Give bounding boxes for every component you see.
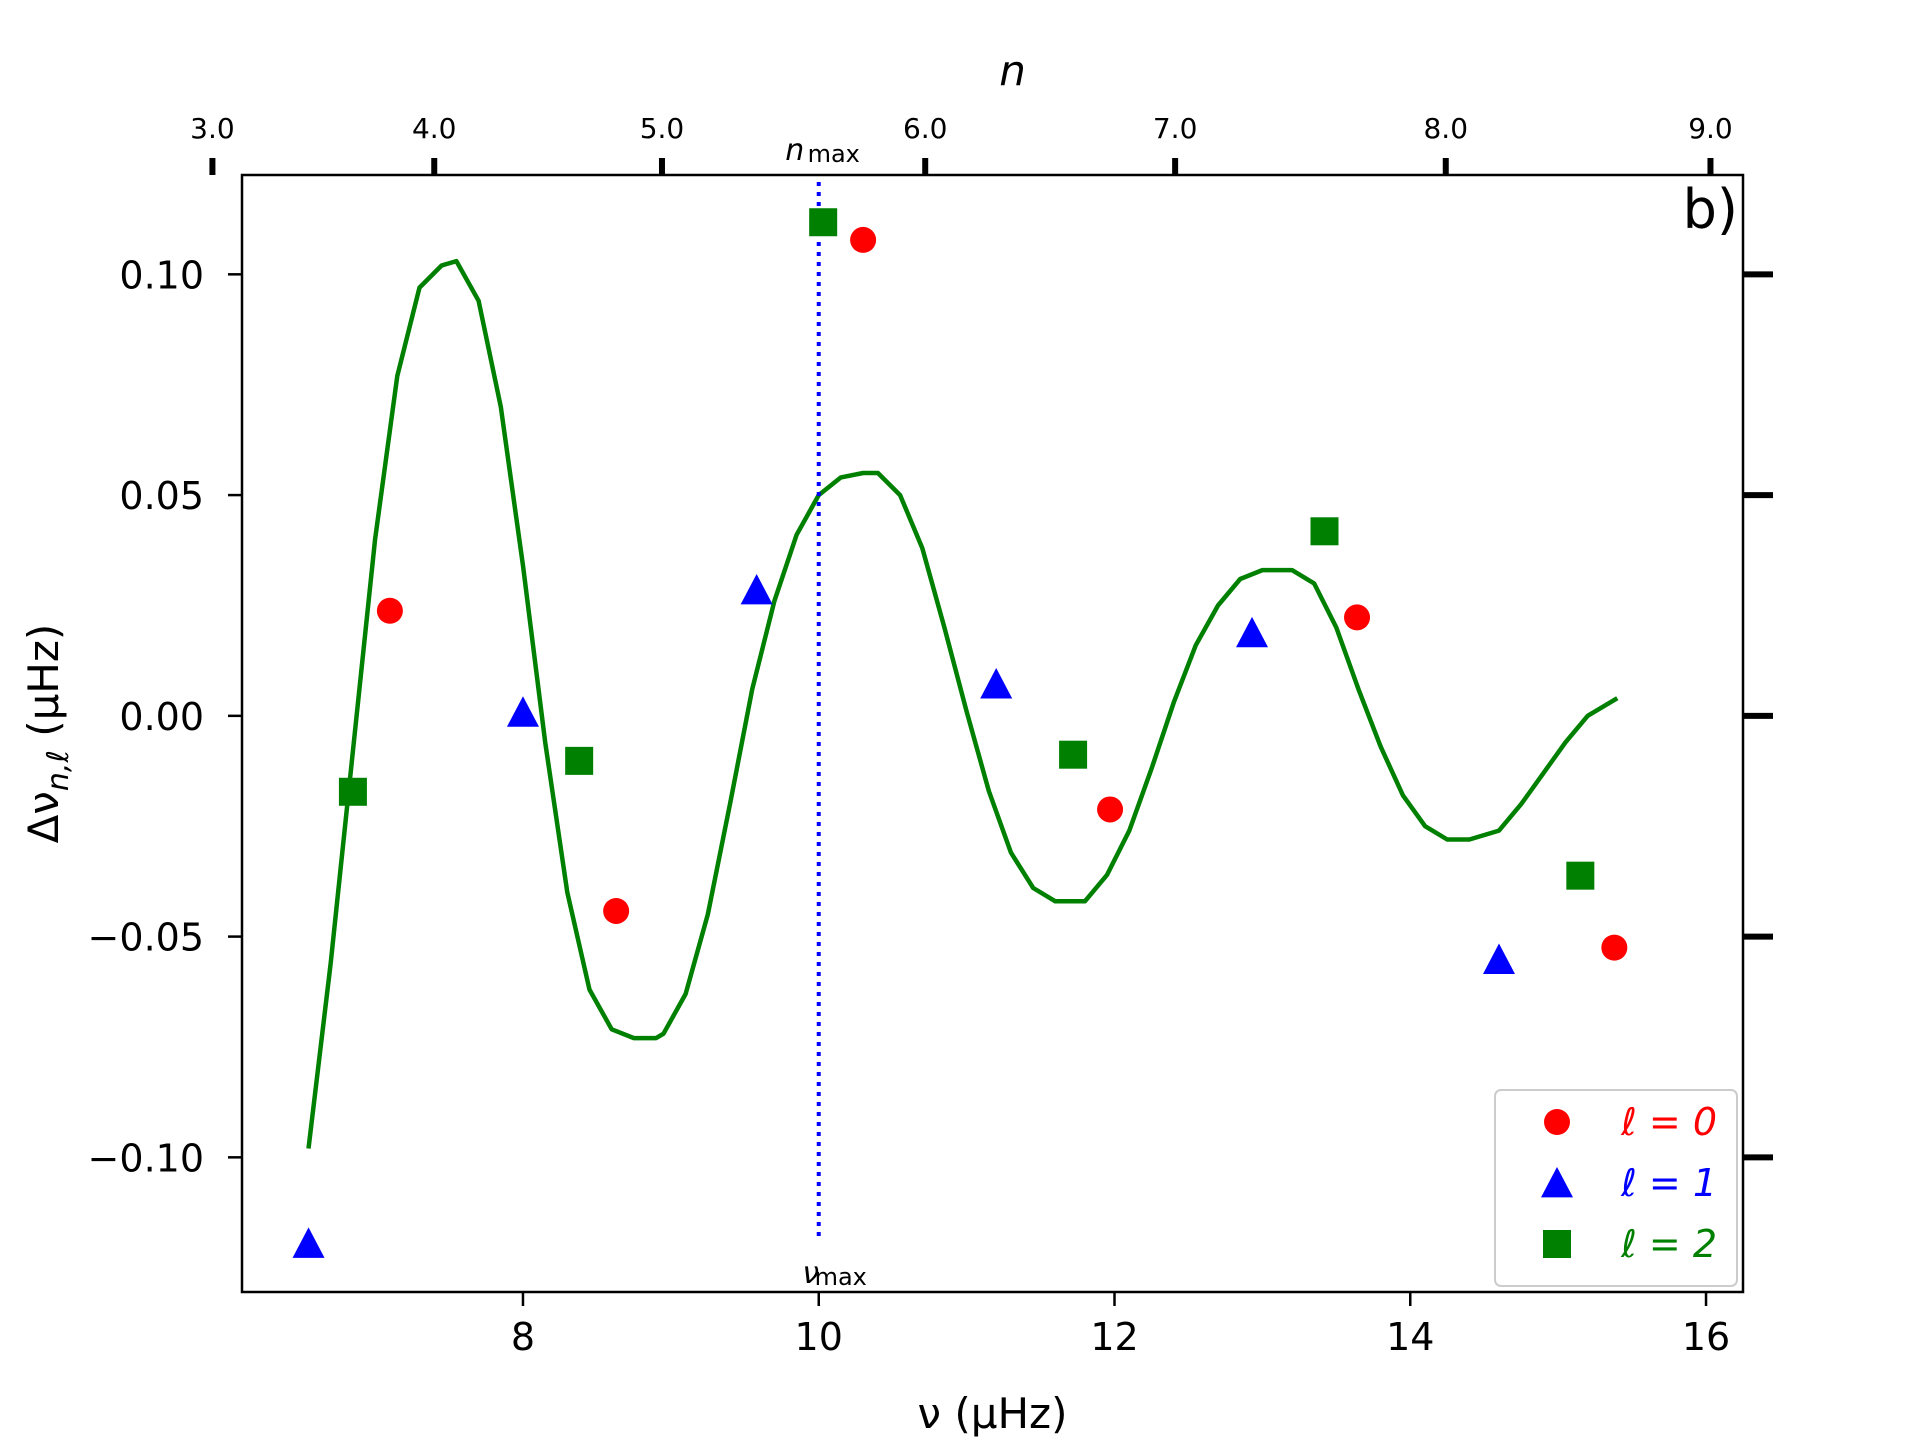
top-tick-label: 3.0 [190, 112, 235, 145]
top-tick-label: 6.0 [903, 112, 948, 145]
data-point-square [1310, 517, 1339, 546]
data-point-triangle [1236, 616, 1269, 648]
x-tick-label: 14 [1386, 1315, 1434, 1359]
n-max-label: n [785, 133, 804, 168]
plot-frame [240, 173, 1745, 1294]
top-axis-label: n [999, 46, 1026, 95]
data-point-circle [1344, 604, 1371, 631]
top-tick-label: 4.0 [412, 112, 457, 145]
top-tick-label: 8.0 [1423, 112, 1468, 145]
data-point-triangle [506, 696, 539, 727]
data-point-circle [850, 226, 877, 253]
legend-marker-square [1543, 1230, 1571, 1258]
top-tick-label: 7.0 [1153, 112, 1198, 145]
x-tick-label: 10 [795, 1315, 843, 1359]
data-point-circle [1601, 934, 1628, 961]
legend-entry-label: ℓ = 0 [1620, 1100, 1717, 1144]
y-tick-label: 0.00 [119, 695, 204, 739]
legend-marker-circle [1544, 1109, 1570, 1135]
data-point-square [809, 208, 838, 237]
axes-layer: 8 10 12 14 16 ν (μHz) −0.10 −0.05 0.00 0.05 0.10 Δν… [19, 46, 1773, 1438]
x-axis-label: ν (μHz) [918, 1389, 1068, 1438]
data-point-circle [603, 897, 630, 924]
y-tick-label: −0.10 [88, 1136, 204, 1180]
data-point-circle [1097, 796, 1124, 823]
data-point-square [565, 746, 594, 775]
data-point-circle [376, 597, 403, 624]
legend-entry-label: ℓ = 2 [1620, 1222, 1717, 1266]
top-tick-label: 5.0 [640, 112, 685, 145]
data-points-layer [292, 208, 1628, 1258]
x-tick-label: 16 [1682, 1315, 1730, 1359]
data-point-square [1059, 740, 1088, 769]
data-point-square [1566, 861, 1595, 890]
n-max-label-sub: max [808, 140, 860, 168]
legend-marker-triangle [1541, 1167, 1573, 1198]
fit-curve [306, 258, 1619, 1149]
data-point-triangle [1482, 943, 1515, 974]
nu-max-label-sub: max [815, 1263, 867, 1291]
y-axis-label: Δνn,ℓ (μHz) [19, 624, 76, 844]
panel-label: b) [1683, 178, 1738, 241]
y-tick-label: 0.05 [119, 474, 204, 518]
fit-curve-layer [306, 258, 1619, 1149]
data-point-triangle [980, 668, 1013, 699]
x-tick-label: 12 [1090, 1315, 1138, 1359]
data-point-triangle [292, 1227, 325, 1258]
y-tick-label: −0.05 [88, 916, 204, 960]
nu-max-label: ν [802, 1256, 819, 1291]
top-tick-label: 9.0 [1688, 112, 1733, 145]
legend: ℓ = 0 ℓ = 1 ℓ = 2 [1494, 1089, 1738, 1287]
legend-entry-label: ℓ = 1 [1620, 1161, 1717, 1205]
x-tick-label: 8 [511, 1315, 535, 1359]
data-point-triangle [740, 574, 773, 605]
y-tick-label: 0.10 [119, 253, 204, 297]
data-point-square [338, 777, 367, 806]
